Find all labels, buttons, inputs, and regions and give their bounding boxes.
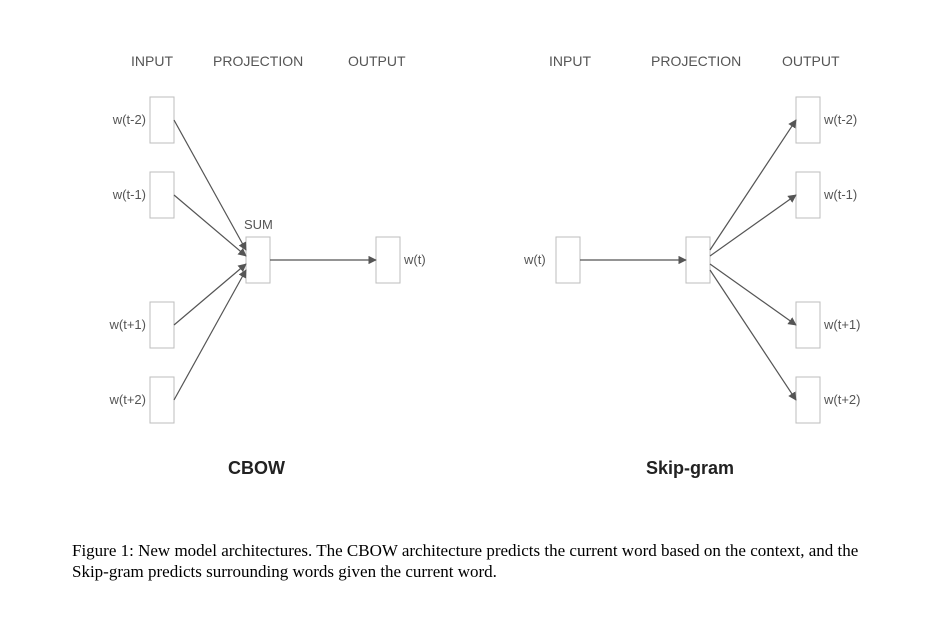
- sg-edge-1: [710, 195, 796, 256]
- sg-output-box-0: [796, 97, 820, 143]
- cbow-input-box-2: [150, 302, 174, 348]
- cbow-edge-2: [174, 264, 246, 325]
- sg-output-label-1: w(t-1): [824, 187, 857, 202]
- cbow-edge-1: [174, 195, 246, 256]
- sg-output-box-2: [796, 302, 820, 348]
- figure-caption: Figure 1: New model architectures. The C…: [72, 540, 892, 583]
- cbow-input-label-2: w(t+1): [106, 317, 146, 332]
- cbow-input-box-1: [150, 172, 174, 218]
- diagram-canvas: INPUT PROJECTION OUTPUT w(t-2) w(t-1) w(…: [0, 0, 944, 637]
- sg-output-label-3: w(t+2): [824, 392, 860, 407]
- cbow-header-output: OUTPUT: [348, 53, 406, 69]
- sg-output-label-2: w(t+1): [824, 317, 860, 332]
- sg-input-box: [556, 237, 580, 283]
- sg-header-projection: PROJECTION: [651, 53, 741, 69]
- cbow-output-box: [376, 237, 400, 283]
- sg-edge-3: [710, 270, 796, 400]
- sg-edge-2: [710, 264, 796, 325]
- sg-input-label: w(t): [524, 252, 546, 267]
- sg-output-box-1: [796, 172, 820, 218]
- sg-header-output: OUTPUT: [782, 53, 840, 69]
- cbow-input-label-1: w(t-1): [106, 187, 146, 202]
- sg-output-label-0: w(t-2): [824, 112, 857, 127]
- cbow-title: CBOW: [228, 458, 285, 479]
- cbow-input-box-0: [150, 97, 174, 143]
- cbow-projection-box: [246, 237, 270, 283]
- cbow-header-input: INPUT: [131, 53, 173, 69]
- cbow-header-projection: PROJECTION: [213, 53, 303, 69]
- cbow-input-box-3: [150, 377, 174, 423]
- cbow-edge-3: [174, 270, 246, 400]
- skipgram-title: Skip-gram: [646, 458, 734, 479]
- sg-edge-0: [710, 120, 796, 250]
- sg-output-box-3: [796, 377, 820, 423]
- cbow-edge-0: [174, 120, 246, 250]
- cbow-sum-label: SUM: [244, 217, 273, 232]
- sg-projection-box: [686, 237, 710, 283]
- cbow-output-label: w(t): [404, 252, 426, 267]
- sg-header-input: INPUT: [549, 53, 591, 69]
- cbow-input-label-3: w(t+2): [106, 392, 146, 407]
- cbow-input-label-0: w(t-2): [106, 112, 146, 127]
